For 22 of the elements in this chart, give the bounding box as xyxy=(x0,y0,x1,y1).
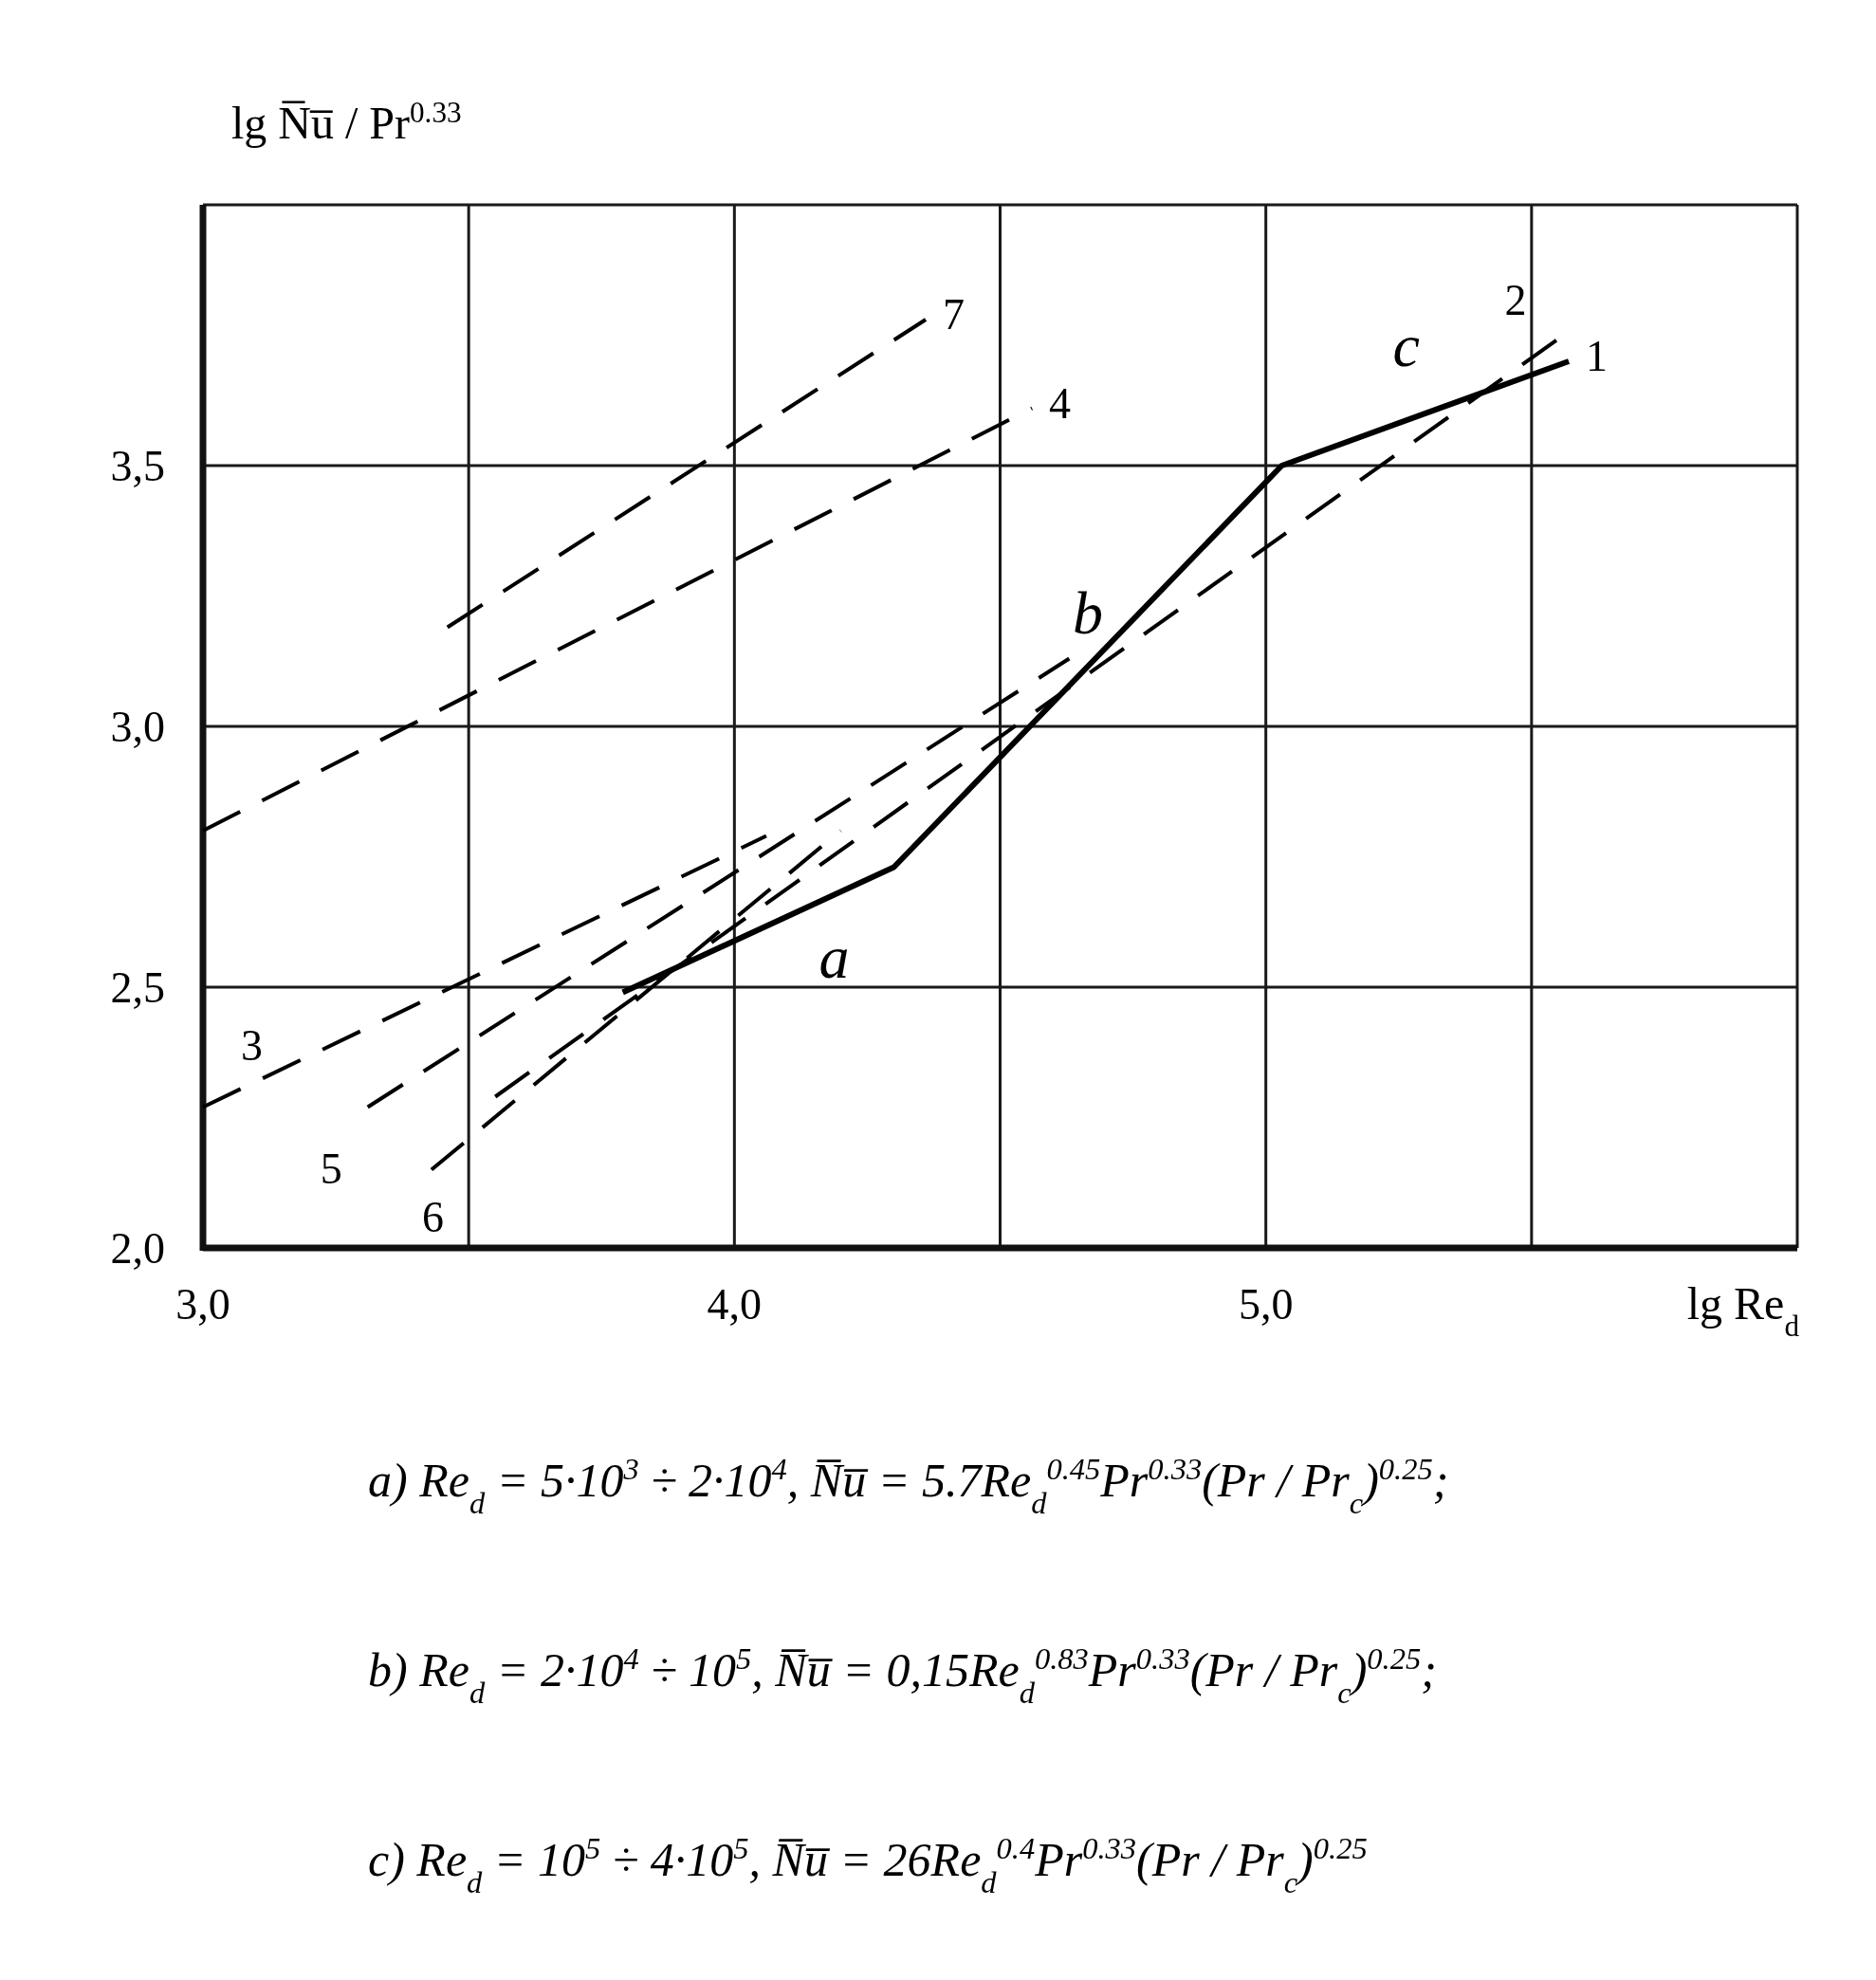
y-tick-label: 3,0 xyxy=(110,703,165,751)
y-tick-label: 3,5 xyxy=(110,442,165,490)
y-axis-title: lg N̅u̅ / Pr$^{0.33}$ xyxy=(231,95,462,148)
annotation: c xyxy=(1392,312,1420,379)
series-label: 1 xyxy=(1586,332,1609,380)
y-tick-label: 2,5 xyxy=(110,963,165,1012)
annotation: b xyxy=(1072,578,1103,647)
series-label: 5 xyxy=(320,1144,342,1193)
x-axis-title: lg Re$_{d}$ xyxy=(1686,1278,1800,1343)
series-label: 4 xyxy=(1049,378,1072,428)
x-tick-label: 4,0 xyxy=(707,1280,763,1329)
text: a) Re$_{d}$ = 5·10$^{3}$ ÷ 2·10$^{4}$, N̅u̅ = 5.7Re$_{d}$$^{0.45}$Pr$^{0.33}$(Pr / Pr$_{c}$)$^{0.25}$; xyxy=(368,1452,1449,1520)
text: b) Re$_{d}$ = 2·10$^{4}$ ÷ 10$^{5}$, N̅u̅ = 0,15Re$_{d}$$^{0.83}$Pr$^{0.33}$(Pr / Pr$_{c}$)$^{0.25}$; xyxy=(368,1641,1437,1710)
series-label: 7 xyxy=(943,290,966,339)
series-label: 2 xyxy=(1504,275,1527,324)
series-label: 6 xyxy=(421,1192,444,1241)
x-tick-label: 3,0 xyxy=(175,1280,230,1329)
x-tick-label: 5,0 xyxy=(1238,1280,1294,1329)
annotation: a xyxy=(818,923,850,991)
text: c) Re$_{d}$ = 10$^{5}$ ÷ 4·10$^{5}$, N̅u̅ = 26Re$_{d}$$^{0.4}$Pr$^{0.33}$(Pr / Pr$_{c}$)$^{0.25}$ xyxy=(368,1831,1368,1899)
series-label: 3 xyxy=(241,1020,263,1070)
y-tick-label: 2,0 xyxy=(110,1224,165,1273)
